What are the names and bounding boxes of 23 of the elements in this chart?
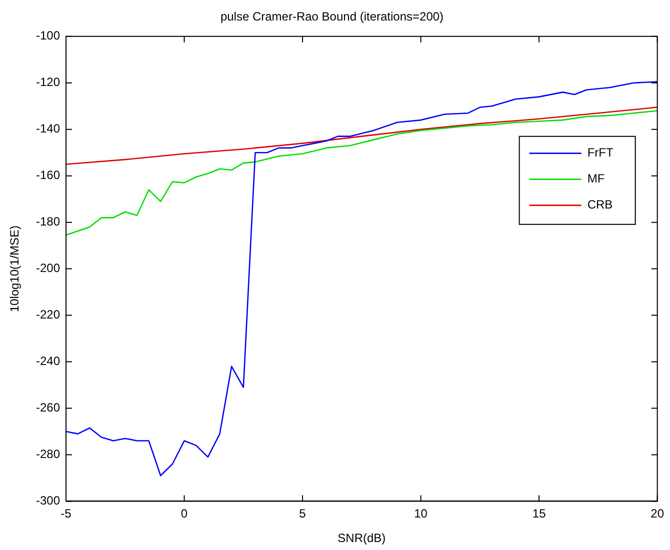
- x-tick-label: 0: [180, 506, 188, 521]
- y-tick-label: -160: [36, 168, 60, 182]
- x-axis-title: SNR(dB): [338, 531, 386, 546]
- y-tick-label: -120: [36, 75, 60, 90]
- y-tick-label: -180: [36, 214, 60, 229]
- y-tick-label: -280: [36, 447, 60, 462]
- y-tick-label: -240: [36, 354, 60, 368]
- x-tick-label: 10: [414, 506, 428, 521]
- x-tick-label: 20: [650, 506, 664, 521]
- x-tick-label: 5: [299, 506, 306, 521]
- y-tick-label: -260: [36, 400, 60, 415]
- y-tick-label: -140: [36, 122, 60, 136]
- chart-title: pulse Cramer-Rao Bound (iterations=200): [220, 10, 444, 24]
- y-axis-title: 10log10(1/MSE): [8, 225, 22, 312]
- y-tick-label: -220: [36, 308, 60, 322]
- legend-label: FrFT: [587, 146, 614, 160]
- legend-label: MF: [587, 172, 605, 186]
- y-tick-label: -100: [36, 28, 60, 43]
- legend-label: CRB: [587, 198, 613, 212]
- x-tick-label: 15: [532, 506, 546, 521]
- y-tick-label: -200: [36, 261, 60, 276]
- y-tick-label: -300: [36, 494, 60, 508]
- x-tick-label: -5: [60, 506, 72, 521]
